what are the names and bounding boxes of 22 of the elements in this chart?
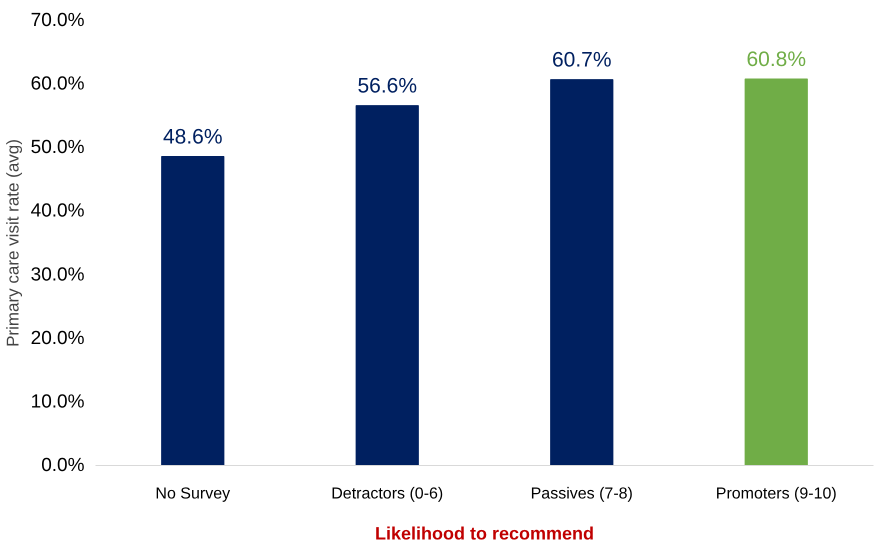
y-tick-label: 0.0% <box>41 455 85 476</box>
data-label: 48.6% <box>162 126 223 149</box>
y-axis-title: Primary care visit rate (avg) <box>4 139 23 347</box>
x-tick-label: Passives (7-8) <box>530 486 633 502</box>
x-tick-label: Promoters (9-10) <box>716 486 837 502</box>
bar <box>161 156 224 466</box>
y-tick-label: 30.0% <box>30 264 85 286</box>
bar <box>744 78 808 466</box>
y-tick-label: 40.0% <box>30 200 85 222</box>
y-tick-label: 10.0% <box>30 391 85 412</box>
bar <box>550 79 614 466</box>
y-tick-label: 70.0% <box>30 10 85 31</box>
y-tick-label: 20.0% <box>30 328 85 349</box>
y-tick-label: 60.0% <box>30 74 85 95</box>
x-axis-title: Likelihood to recommend <box>374 524 594 544</box>
bar <box>356 105 419 466</box>
data-label: 56.6% <box>357 74 418 98</box>
y-tick-label: 50.0% <box>30 137 85 158</box>
x-tick-label: No Survey <box>155 486 230 502</box>
x-tick-label: Detractors (0-6) <box>331 486 444 502</box>
data-label: 60.8% <box>746 48 806 71</box>
data-label: 60.7% <box>552 48 612 72</box>
